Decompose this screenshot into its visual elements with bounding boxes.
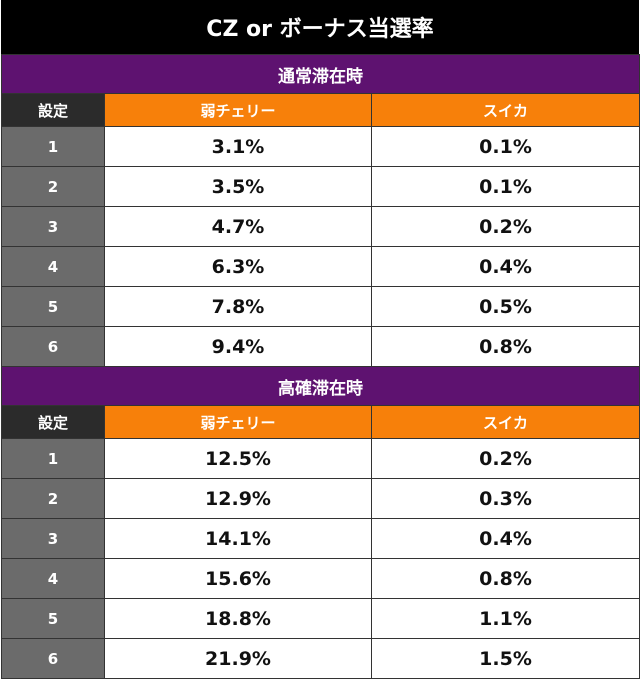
table-row: 4 15.6% 0.8%: [1, 558, 640, 599]
weak-cherry-cell: 7.8%: [104, 286, 372, 327]
watermelon-cell: 0.4%: [370, 246, 640, 287]
weak-cherry-column-header: 弱チェリー: [104, 405, 372, 439]
column-header-row: 設定 弱チェリー スイカ: [1, 93, 640, 127]
section-title: 高確滞在時: [0, 366, 640, 406]
weak-cherry-cell: 9.4%: [104, 326, 372, 367]
table-row: 4 6.3% 0.4%: [1, 246, 640, 287]
page-title: CZ or ボーナス当選率: [1, 0, 639, 54]
section-header-normal: 通常滞在時: [0, 54, 640, 94]
table-row: 6 21.9% 1.5%: [1, 638, 640, 679]
weak-cherry-cell: 21.9%: [104, 638, 372, 679]
watermelon-column-header: スイカ: [370, 405, 640, 439]
setting-cell: 6: [1, 326, 105, 367]
section-title: 通常滞在時: [0, 54, 640, 94]
watermelon-column-header: スイカ: [370, 93, 640, 127]
weak-cherry-cell: 12.5%: [104, 438, 372, 479]
watermelon-cell: 0.2%: [370, 438, 640, 479]
table-row: 1 12.5% 0.2%: [1, 438, 640, 479]
weak-cherry-cell: 3.1%: [104, 126, 372, 167]
setting-cell: 4: [1, 558, 105, 599]
table-row: 6 9.4% 0.8%: [1, 326, 640, 367]
setting-cell: 2: [1, 166, 105, 207]
setting-cell: 6: [1, 638, 105, 679]
weak-cherry-column-header: 弱チェリー: [104, 93, 372, 127]
setting-cell: 4: [1, 246, 105, 287]
table-row: 3 4.7% 0.2%: [1, 206, 640, 247]
weak-cherry-cell: 18.8%: [104, 598, 372, 639]
setting-cell: 3: [1, 518, 105, 559]
watermelon-cell: 1.1%: [370, 598, 640, 639]
weak-cherry-cell: 12.9%: [104, 478, 372, 519]
setting-column-header: 設定: [1, 93, 105, 127]
column-header-row: 設定 弱チェリー スイカ: [1, 405, 640, 439]
table-row: 5 7.8% 0.5%: [1, 286, 640, 327]
setting-cell: 1: [1, 438, 105, 479]
setting-cell: 1: [1, 126, 105, 167]
setting-cell: 5: [1, 598, 105, 639]
watermelon-cell: 0.1%: [370, 166, 640, 207]
table-row: 3 14.1% 0.4%: [1, 518, 640, 559]
setting-cell: 3: [1, 206, 105, 247]
watermelon-cell: 0.2%: [370, 206, 640, 247]
watermelon-cell: 0.8%: [370, 558, 640, 599]
watermelon-cell: 0.8%: [370, 326, 640, 367]
weak-cherry-cell: 14.1%: [104, 518, 372, 559]
table-row: 2 3.5% 0.1%: [1, 166, 640, 207]
watermelon-cell: 0.5%: [370, 286, 640, 327]
table-row: 5 18.8% 1.1%: [1, 598, 640, 639]
watermelon-cell: 1.5%: [370, 638, 640, 679]
rate-table: 通常滞在時 設定 弱チェリー スイカ 1 3.1% 0.1% 2 3.5% 0.…: [0, 54, 640, 679]
watermelon-cell: 0.3%: [370, 478, 640, 519]
setting-cell: 2: [1, 478, 105, 519]
watermelon-cell: 0.1%: [370, 126, 640, 167]
watermelon-cell: 0.4%: [370, 518, 640, 559]
setting-cell: 5: [1, 286, 105, 327]
weak-cherry-cell: 6.3%: [104, 246, 372, 287]
weak-cherry-cell: 3.5%: [104, 166, 372, 207]
section-header-high: 高確滞在時: [0, 366, 640, 406]
table-row: 2 12.9% 0.3%: [1, 478, 640, 519]
table-row: 1 3.1% 0.1%: [1, 126, 640, 167]
weak-cherry-cell: 4.7%: [104, 206, 372, 247]
setting-column-header: 設定: [1, 405, 105, 439]
weak-cherry-cell: 15.6%: [104, 558, 372, 599]
